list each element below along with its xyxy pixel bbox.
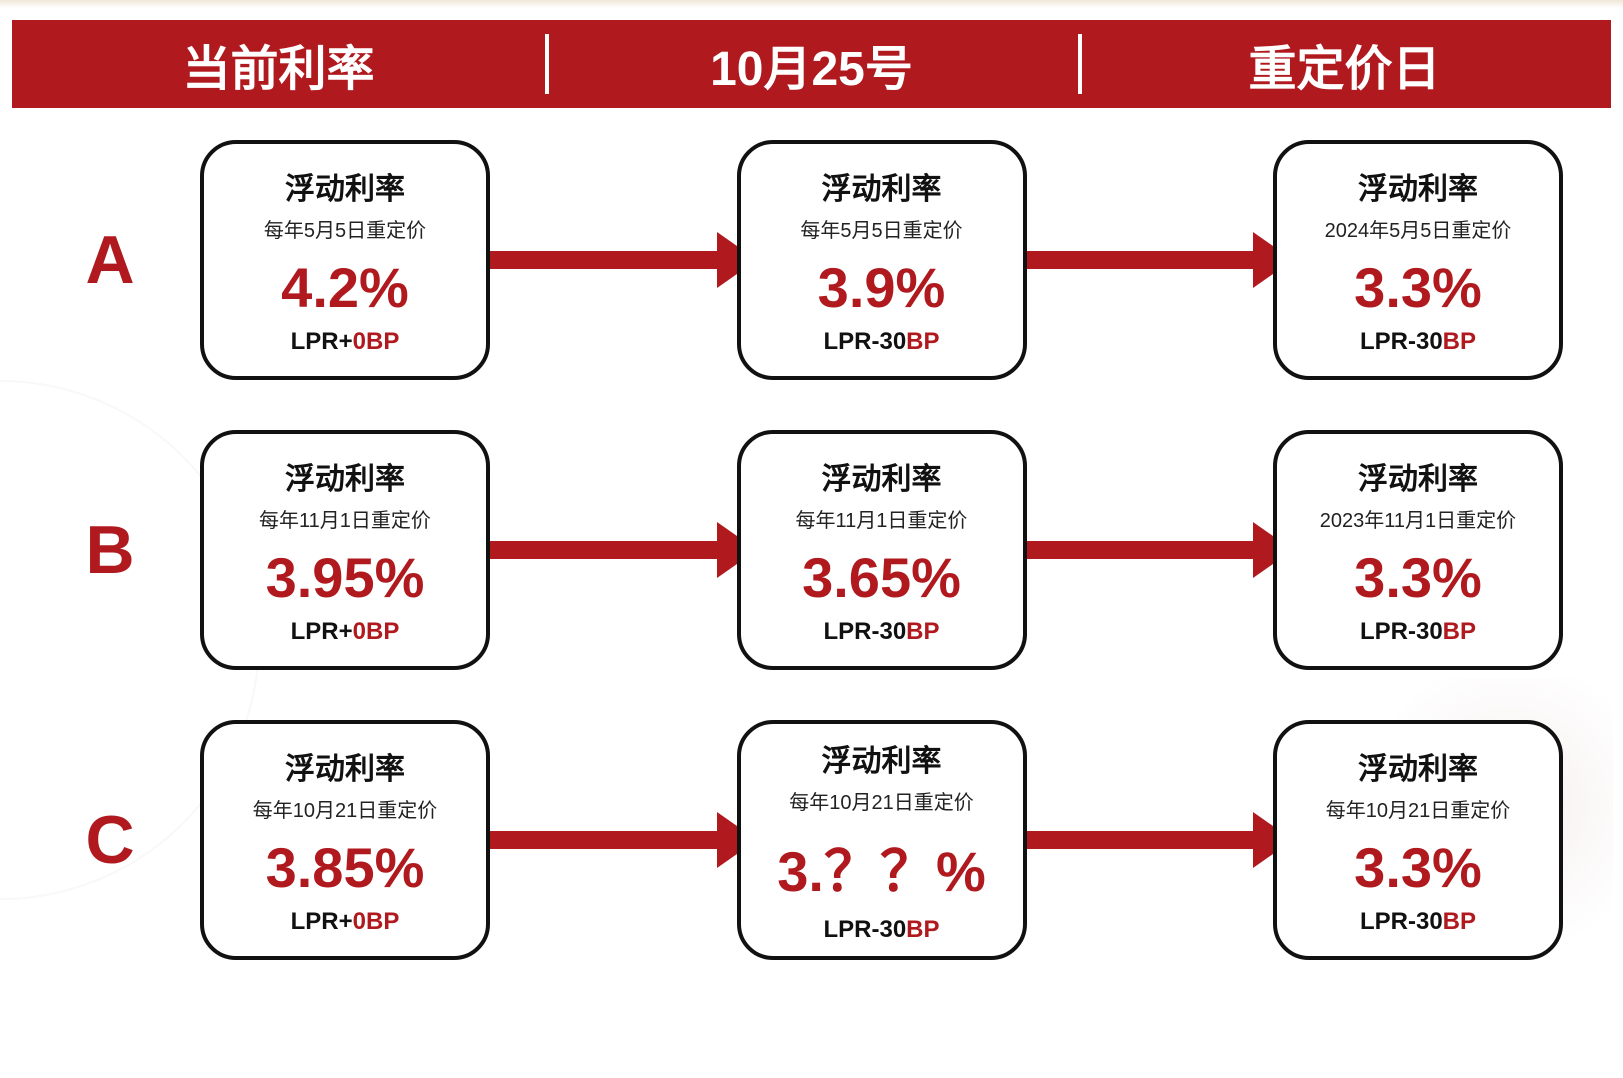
lpr-prefix: LPR-30: [823, 916, 906, 943]
lpr-num: 0: [353, 908, 366, 935]
row-b-label: B: [0, 511, 200, 589]
card-rate: 3.3%: [1354, 835, 1482, 900]
lpr-num: 0: [353, 618, 366, 645]
card-sub: 每年11月1日重定价: [259, 504, 431, 533]
card-lpr: LPR+0BP: [291, 328, 400, 356]
row-a-card-1: 浮动利率 每年5月5日重定价 4.2% LPR+0BP: [200, 140, 490, 380]
row-b-card-3: 浮动利率 2023年11月1日重定价 3.3% LPR-30BP: [1273, 430, 1563, 670]
top-accent-bar: [0, 0, 1623, 8]
card-rate: 3.？？%: [777, 827, 986, 908]
card-title: 浮动利率: [285, 744, 405, 788]
card-sub: 2023年11月1日重定价: [1320, 504, 1516, 533]
lpr-suffix: BP: [366, 328, 399, 355]
lpr-suffix: BP: [366, 618, 399, 645]
card-title: 浮动利率: [285, 454, 405, 498]
lpr-prefix: LPR+: [291, 908, 353, 935]
arrow-a-2: [1007, 240, 1294, 280]
header-col-current: 当前利率: [12, 20, 545, 108]
row-a-label: A: [0, 221, 200, 299]
card-lpr: LPR+0BP: [291, 618, 400, 646]
lpr-suffix: BP: [366, 908, 399, 935]
card-lpr: LPR-30BP: [823, 328, 939, 356]
arrow-c-2: [1007, 820, 1294, 860]
row-a: A 浮动利率 每年5月5日重定价 4.2% LPR+0BP 浮动利率 每年5月5…: [0, 130, 1623, 390]
header-row: 当前利率 10月25号 重定价日: [12, 20, 1611, 108]
card-lpr: LPR-30BP: [823, 916, 939, 944]
card-title: 浮动利率: [822, 454, 942, 498]
card-rate: 3.9%: [818, 255, 946, 320]
arrow-b-1: [470, 530, 757, 570]
lpr-suffix: BP: [1443, 618, 1476, 645]
card-lpr: LPR+0BP: [291, 908, 400, 936]
lpr-prefix: LPR-30: [1360, 328, 1443, 355]
row-c-card-1: 浮动利率 每年10月21日重定价 3.85% LPR+0BP: [200, 720, 490, 960]
card-title: 浮动利率: [1358, 454, 1478, 498]
card-rate: 4.2%: [281, 255, 409, 320]
card-title: 浮动利率: [822, 164, 942, 208]
row-b: B 浮动利率 每年11月1日重定价 3.95% LPR+0BP 浮动利率 每年1…: [0, 420, 1623, 680]
header-col-oct25: 10月25号: [545, 20, 1078, 108]
card-sub: 每年10月21日重定价: [1326, 794, 1511, 823]
card-sub: 每年10月21日重定价: [789, 786, 974, 815]
row-c-label: C: [0, 801, 200, 879]
card-sub: 每年10月21日重定价: [253, 794, 438, 823]
lpr-suffix: BP: [1443, 908, 1476, 935]
card-rate: 3.3%: [1354, 545, 1482, 610]
card-title: 浮动利率: [1358, 744, 1478, 788]
lpr-prefix: LPR-30: [1360, 618, 1443, 645]
lpr-prefix: LPR-30: [823, 618, 906, 645]
lpr-num: 0: [353, 328, 366, 355]
row-b-card-2: 浮动利率 每年11月1日重定价 3.65% LPR-30BP: [737, 430, 1027, 670]
lpr-suffix: BP: [906, 916, 939, 943]
lpr-prefix: LPR+: [291, 618, 353, 645]
row-b-card-1: 浮动利率 每年11月1日重定价 3.95% LPR+0BP: [200, 430, 490, 670]
card-sub: 每年5月5日重定价: [264, 214, 426, 243]
lpr-prefix: LPR-30: [823, 328, 906, 355]
card-title: 浮动利率: [822, 736, 942, 780]
arrow-b-2: [1007, 530, 1294, 570]
row-c: C 浮动利率 每年10月21日重定价 3.85% LPR+0BP 浮动利率 每年…: [0, 710, 1623, 970]
card-rate: 3.95%: [266, 545, 425, 610]
lpr-suffix: BP: [906, 328, 939, 355]
card-sub: 每年11月1日重定价: [796, 504, 968, 533]
card-lpr: LPR-30BP: [1360, 328, 1476, 356]
lpr-prefix: LPR+: [291, 328, 353, 355]
card-sub: 每年5月5日重定价: [800, 214, 962, 243]
arrow-a-1: [470, 240, 757, 280]
lpr-suffix: BP: [1443, 328, 1476, 355]
row-c-card-2: 浮动利率 每年10月21日重定价 3.？？% LPR-30BP: [737, 720, 1027, 960]
arrow-c-1: [470, 820, 757, 860]
card-title: 浮动利率: [1358, 164, 1478, 208]
header-col-reprice: 重定价日: [1078, 20, 1611, 108]
row-a-card-3: 浮动利率 2024年5月5日重定价 3.3% LPR-30BP: [1273, 140, 1563, 380]
row-c-card-3: 浮动利率 每年10月21日重定价 3.3% LPR-30BP: [1273, 720, 1563, 960]
card-lpr: LPR-30BP: [823, 618, 939, 646]
card-rate: 3.3%: [1354, 255, 1482, 320]
card-rate: 3.85%: [266, 835, 425, 900]
row-a-card-2: 浮动利率 每年5月5日重定价 3.9% LPR-30BP: [737, 140, 1027, 380]
lpr-prefix: LPR-30: [1360, 908, 1443, 935]
card-sub: 2024年5月5日重定价: [1325, 214, 1512, 243]
card-lpr: LPR-30BP: [1360, 908, 1476, 936]
lpr-suffix: BP: [906, 618, 939, 645]
card-lpr: LPR-30BP: [1360, 618, 1476, 646]
card-title: 浮动利率: [285, 164, 405, 208]
card-rate: 3.65%: [802, 545, 961, 610]
